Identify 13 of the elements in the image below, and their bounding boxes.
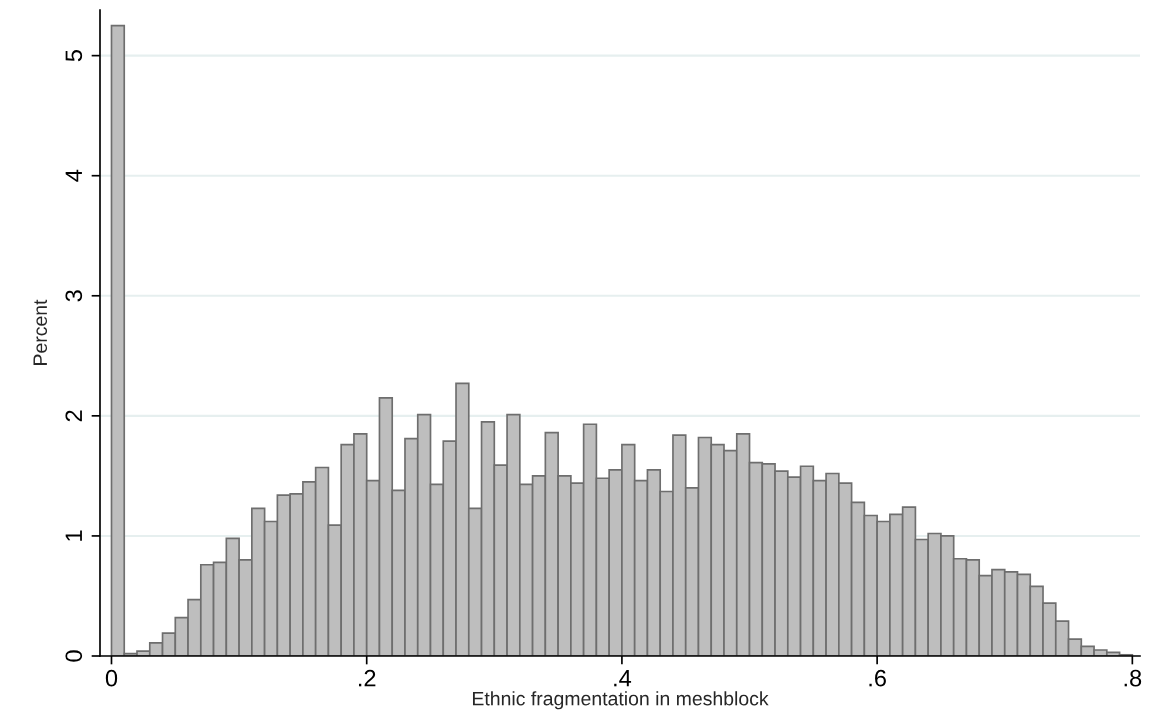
y-tick-label: 3 (65, 290, 83, 302)
y-tick-label: 0 (65, 650, 83, 662)
y-tick-label: 4 (65, 169, 82, 182)
x-tick-label: .6 (869, 669, 886, 687)
y-axis-title: Percent (33, 299, 48, 365)
x-tick-label: .4 (614, 670, 632, 687)
y-tick-label: 2 (65, 410, 82, 422)
x-tick-label: .2 (359, 669, 376, 687)
y-tick-label: 5 (65, 50, 83, 62)
y-tick-label: 1 (65, 530, 82, 541)
x-axis-title: Ethnic fragmentation in meshblock (472, 691, 769, 710)
x-tick-label: .8 (1124, 669, 1142, 687)
x-tick-label: 0 (105, 669, 118, 687)
